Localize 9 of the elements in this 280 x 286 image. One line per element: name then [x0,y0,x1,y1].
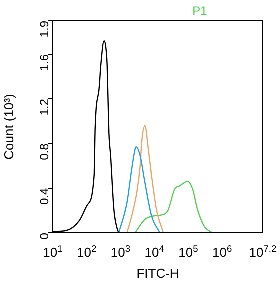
y-tick-label: 0.4 [37,188,52,206]
y-tick-label: 1.9 [37,20,52,38]
y-tick-label: 0.8 [37,143,52,160]
y-tick-label: 0 [37,232,52,240]
y-tick-label: 1.2 [37,98,52,116]
text: P1 [192,4,208,18]
x-axis-title: FITC-H [136,266,180,281]
y-tick-label: 1.6 [37,54,52,72]
y-axis-title: Count (10³) [1,94,16,160]
